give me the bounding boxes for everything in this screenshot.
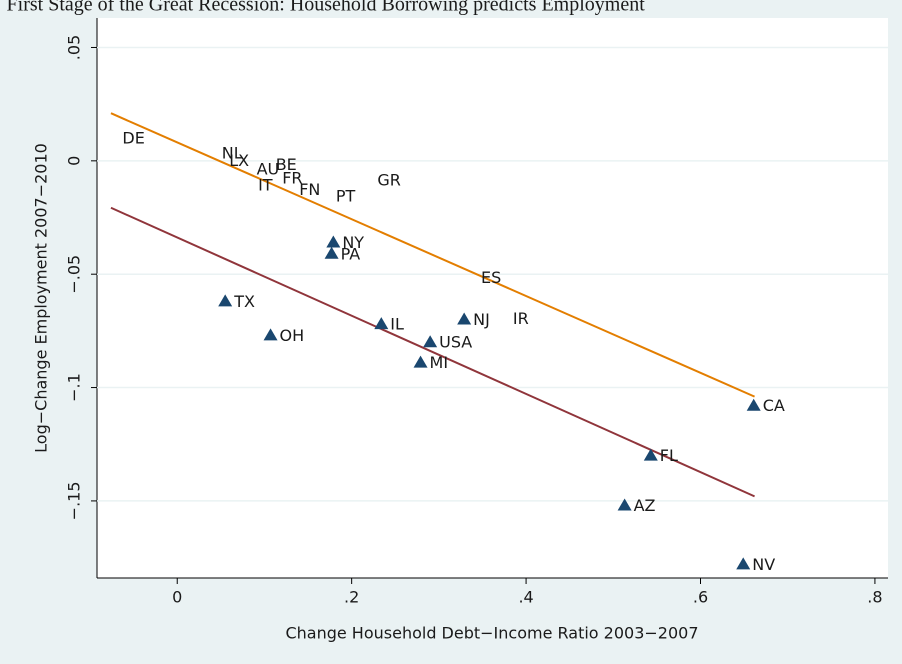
marker <box>617 498 632 511</box>
x-tick-label: .2 <box>344 588 359 607</box>
point-label: GR <box>377 171 401 190</box>
marker <box>457 312 472 325</box>
plot-area <box>97 18 888 578</box>
point-label: LX <box>229 151 249 170</box>
marker <box>423 335 438 348</box>
marker <box>374 317 389 330</box>
point-label: ES <box>481 268 501 287</box>
point-label: FN <box>299 180 320 199</box>
y-tick-label: −.1 <box>65 373 84 402</box>
point-label: FR <box>282 168 302 187</box>
point-label: AZ <box>634 496 656 515</box>
marker <box>218 294 233 307</box>
point-label: NV <box>752 555 775 574</box>
x-tick-label: 0 <box>172 588 182 607</box>
marker <box>263 328 278 341</box>
fit-line <box>110 206 755 498</box>
marker <box>326 235 341 248</box>
chart-title: 1: First Stage of the Great Recession: H… <box>0 0 645 16</box>
x-tick-label: .8 <box>867 588 882 607</box>
point-label: IT <box>258 175 273 194</box>
y-tick-label: −.15 <box>65 481 84 520</box>
marker <box>324 246 339 259</box>
point-label: IR <box>513 309 529 328</box>
point-label: FL <box>660 446 678 465</box>
point-label: USA <box>439 333 472 352</box>
point-label: DE <box>122 128 144 147</box>
marker <box>736 557 751 570</box>
point-label: AU <box>257 159 280 178</box>
point-label: TX <box>233 292 255 311</box>
marker <box>413 355 428 368</box>
point-label: CA <box>763 396 785 415</box>
point-label: OH <box>280 326 305 345</box>
point-label: MI <box>430 353 449 372</box>
y-tick-label: 0 <box>65 156 84 166</box>
marker <box>643 448 658 461</box>
marker <box>746 398 761 411</box>
x-tick-label: .4 <box>518 588 533 607</box>
y-axis-label: Log−Change Employment 2007−2010 <box>32 143 51 453</box>
point-label: PA <box>341 244 361 263</box>
x-axis-label: Change Household Debt−Income Ratio 2003−… <box>285 624 698 643</box>
x-tick-label: .6 <box>693 588 708 607</box>
y-tick-label: −.05 <box>65 255 84 294</box>
point-label: NY <box>342 233 364 252</box>
point-label: PT <box>336 187 356 206</box>
fit-line <box>110 112 755 398</box>
y-tick-label: .05 <box>65 35 84 60</box>
point-label: IL <box>390 315 404 334</box>
point-label: NJ <box>473 310 490 329</box>
point-label: NL <box>222 144 243 163</box>
point-label: BE <box>276 155 297 174</box>
